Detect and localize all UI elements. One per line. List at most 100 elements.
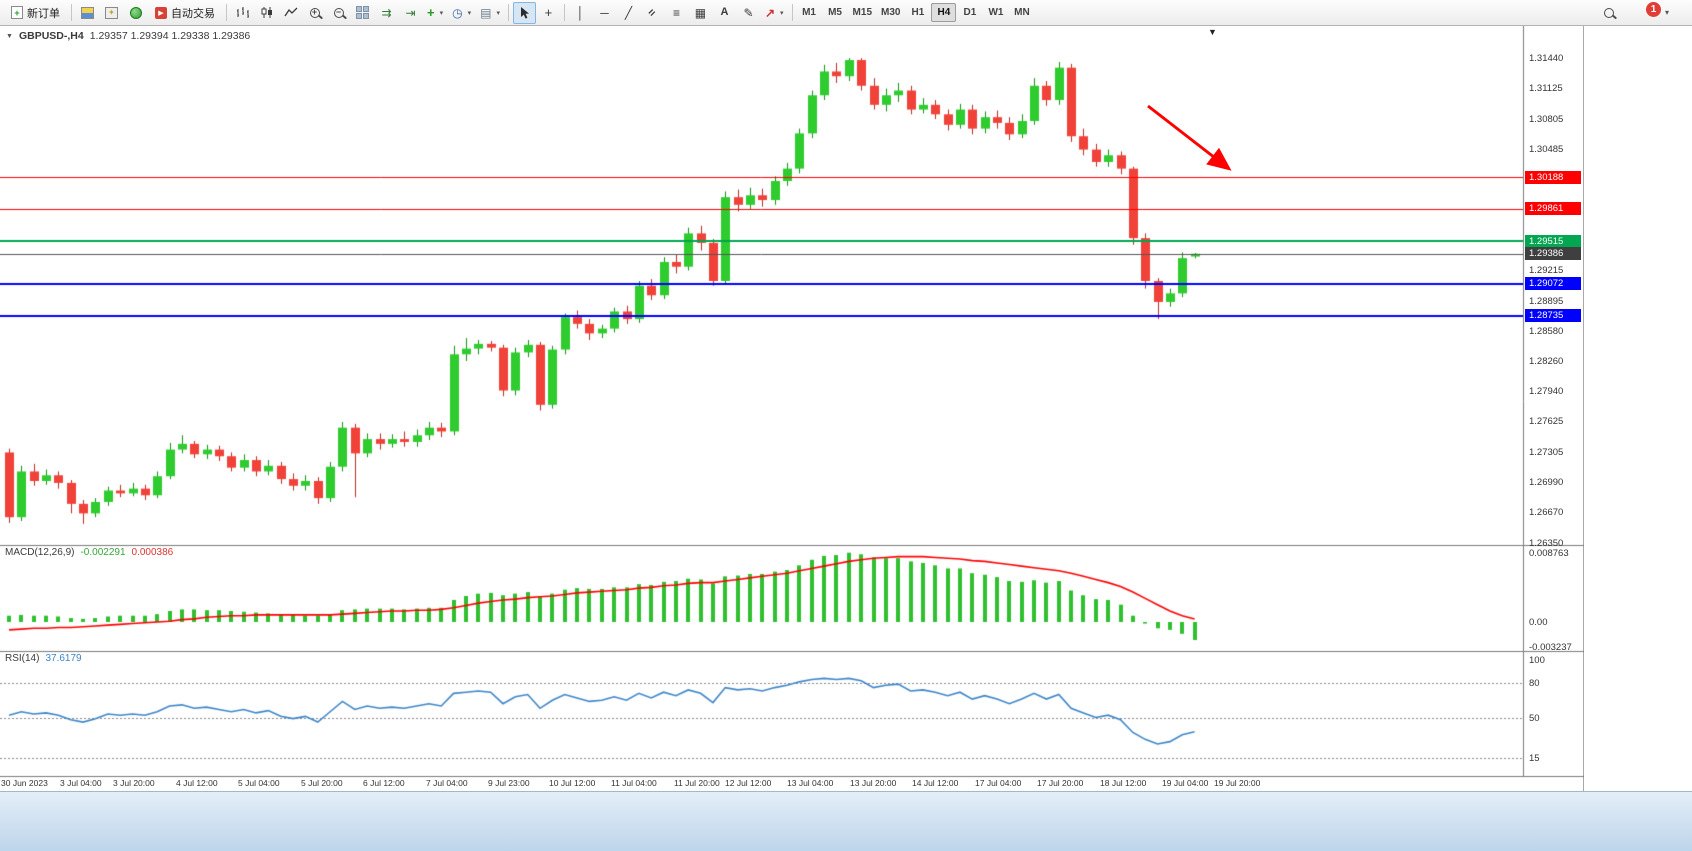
- toolbar-overflow-button[interactable]: ▾: [1655, 2, 1678, 24]
- auto-trading-button[interactable]: ▶ 自动交易: [148, 2, 222, 24]
- templates-button[interactable]: ▤ ▾: [476, 2, 504, 24]
- candlestick-chart-icon: [261, 7, 272, 18]
- trend-arrow-annotation[interactable]: [1140, 102, 1240, 202]
- fibonacci-tool-button[interactable]: ≡: [665, 2, 688, 24]
- chart-menu-triangle-icon[interactable]: ▼: [6, 32, 13, 40]
- grid-tool-button[interactable]: ▦: [689, 2, 712, 24]
- indicators-button[interactable]: + ▾: [423, 2, 447, 24]
- time-axis-label: 4 Jul 12:00: [176, 778, 218, 788]
- horizontal-line-tool-button[interactable]: ─: [593, 2, 616, 24]
- chart-title: ▼ GBPUSD-,H4 1.29357 1.29394 1.29338 1.2…: [6, 30, 250, 42]
- zoom-out-button[interactable]: −: [327, 2, 350, 24]
- time-axis-label: 18 Jul 12:00: [1100, 778, 1147, 788]
- label-tool-button[interactable]: ✎: [737, 2, 760, 24]
- toolbar-separator: [507, 4, 509, 21]
- text-icon: A: [720, 6, 729, 18]
- timeframe-m1[interactable]: M1: [802, 7, 816, 18]
- auto-scroll-button[interactable]: ⇉: [375, 2, 398, 24]
- line-chart-icon: [283, 7, 297, 17]
- periods-button[interactable]: ◷ ▾: [448, 2, 475, 24]
- timeframe-w1[interactable]: W1: [988, 7, 1004, 18]
- zoom-out-icon: −: [333, 7, 344, 18]
- price-chart-canvas[interactable]: [0, 26, 1584, 791]
- trendline-tool-button[interactable]: ╱: [617, 2, 640, 24]
- templates-icon: ▤: [480, 5, 492, 20]
- new-order-button[interactable]: + 新订单: [4, 2, 67, 24]
- market-watch-button[interactable]: [76, 2, 99, 24]
- price-axis-label: 1.29215: [1529, 265, 1564, 277]
- zoom-in-button[interactable]: +: [303, 2, 326, 24]
- chart-window: ▼ GBPUSD-,H4 1.29357 1.29394 1.29338 1.2…: [0, 26, 1584, 791]
- chart-symbol-period: GBPUSD-,H4: [18, 30, 84, 42]
- terminal-button[interactable]: [124, 2, 147, 24]
- price-level-badge: 1.29515: [1525, 234, 1581, 248]
- time-axis-label: 17 Jul 04:00: [975, 778, 1022, 788]
- time-axis-label: 30 Jun 2023: [1, 778, 48, 788]
- chevron-down-icon: ▾: [496, 9, 500, 17]
- terminal-icon: [129, 6, 142, 19]
- zoom-in-icon: +: [309, 7, 320, 18]
- market-watch-icon: [81, 6, 94, 19]
- tile-windows-button[interactable]: [351, 2, 374, 24]
- auto-trading-label: 自动交易: [171, 7, 215, 20]
- cursor-tool-button[interactable]: [512, 1, 536, 24]
- price-axis-label: 1.28260: [1529, 356, 1564, 367]
- macd-indicator-label: MACD(12,26,9) -0.002291 0.000386: [5, 547, 173, 558]
- grid-icon: ▦: [694, 5, 707, 20]
- chart-ohlc-values: 1.29357 1.29394 1.29338 1.29386: [89, 30, 251, 42]
- timeframe-d1[interactable]: D1: [963, 7, 977, 18]
- bar-chart-icon: [236, 7, 249, 18]
- auto-scroll-icon: ⇉: [381, 5, 392, 20]
- chevron-down-icon: ▾: [780, 9, 784, 17]
- time-axis-label: 13 Jul 20:00: [850, 778, 897, 788]
- price-axis-label: 1.26670: [1529, 507, 1564, 519]
- auto-trading-icon: ▶: [155, 6, 167, 19]
- notification-badge[interactable]: 1: [1646, 2, 1661, 17]
- text-tool-button[interactable]: A: [713, 2, 736, 24]
- timeframe-m15[interactable]: M15: [852, 7, 872, 18]
- chart-shift-icon: ⇥: [405, 5, 416, 20]
- timeframe-m30[interactable]: M30: [881, 7, 901, 18]
- rsi-name: RSI(14): [5, 653, 40, 664]
- vertical-line-tool-button[interactable]: │: [569, 2, 592, 24]
- rsi-axis-label: 15: [1529, 752, 1540, 764]
- price-axis-label: 1.30485: [1529, 144, 1564, 156]
- label-icon: ✎: [743, 5, 754, 20]
- time-axis-label: 11 Jul 20:00: [674, 778, 720, 788]
- time-axis-label: 12 Jul 12:00: [725, 778, 772, 788]
- vertical-line-icon: │: [576, 5, 585, 20]
- navigator-button[interactable]: ✦: [100, 2, 123, 24]
- time-axis-label: 17 Jul 20:00: [1037, 778, 1084, 788]
- price-level-badge: 1.30188: [1525, 170, 1581, 184]
- toolbar-separator: [563, 4, 565, 21]
- time-axis-label: 11 Jul 04:00: [611, 778, 657, 788]
- search-button[interactable]: [1597, 2, 1620, 24]
- arrows-tool-button[interactable]: ↗ ▾: [761, 2, 788, 24]
- channel-tool-button[interactable]: =: [641, 2, 664, 24]
- time-axis-label: 10 Jul 12:00: [549, 778, 596, 788]
- chart-shift-marker[interactable]: ▼: [1208, 27, 1217, 37]
- crosshair-icon: +: [544, 5, 553, 20]
- timeframe-h1[interactable]: H1: [911, 7, 925, 18]
- rsi-indicator-label: RSI(14) 37.6179: [5, 653, 82, 664]
- price-axis-label: 1.30805: [1529, 113, 1564, 125]
- candlestick-chart-button[interactable]: [255, 2, 278, 24]
- rsi-axis-label: 100: [1529, 655, 1545, 666]
- status-bar: [0, 791, 1692, 851]
- price-axis-label: 1.31440: [1529, 53, 1564, 65]
- time-axis-label: 13 Jul 04:00: [787, 778, 834, 788]
- macd-axis-label: -0.003237: [1529, 642, 1572, 654]
- line-chart-button[interactable]: [279, 2, 302, 24]
- timeframe-h4[interactable]: H4: [931, 3, 957, 22]
- timeframe-mn[interactable]: MN: [1014, 7, 1030, 18]
- time-axis-label: 6 Jul 12:00: [363, 778, 405, 788]
- time-axis-label: 3 Jul 20:00: [113, 778, 155, 788]
- current-price-badge: 1.29386: [1525, 247, 1581, 261]
- chart-shift-button[interactable]: ⇥: [399, 2, 422, 24]
- periods-clock-icon: ◷: [452, 5, 463, 20]
- timeframe-m5[interactable]: M5: [828, 7, 842, 18]
- tile-windows-icon: [356, 6, 369, 19]
- time-axis-label: 7 Jul 04:00: [426, 778, 468, 788]
- crosshair-tool-button[interactable]: +: [537, 2, 560, 24]
- bar-chart-button[interactable]: [231, 2, 254, 24]
